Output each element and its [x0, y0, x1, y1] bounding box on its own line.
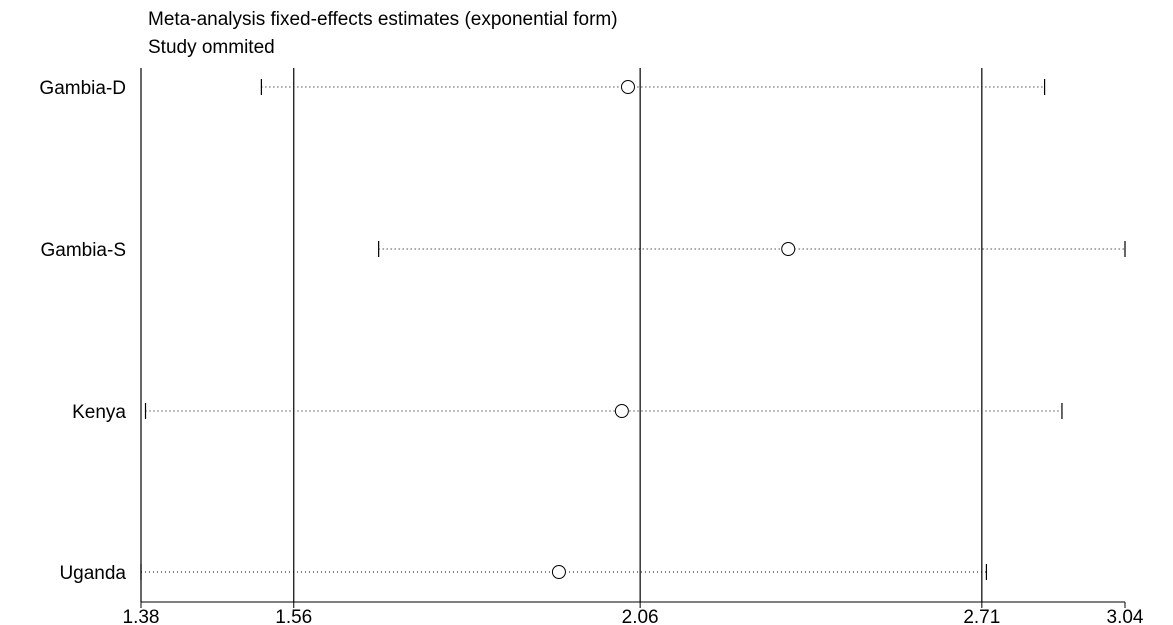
- study-row: Uganda: [59, 563, 988, 584]
- study-row: Gambia-D: [39, 78, 1046, 99]
- reference-lines: [293, 68, 983, 602]
- x-tick-label: 1.38: [123, 607, 160, 625]
- x-tick-label: 2.71: [963, 607, 1000, 625]
- study-label: Kenya: [72, 402, 126, 423]
- x-axis: [140, 68, 1125, 603]
- study-label: Gambia-D: [39, 78, 126, 99]
- study-label: Gambia-S: [40, 240, 126, 261]
- point-estimate: [781, 242, 796, 256]
- chart-subtitle: Study ommited: [148, 37, 275, 58]
- study-label: Uganda: [59, 563, 126, 584]
- point-estimate: [551, 565, 566, 579]
- x-tick-label: 1.56: [275, 607, 312, 625]
- study-rows: Gambia-D Gambia-S Kenya Uganda: [39, 78, 1126, 584]
- study-row: Gambia-S: [40, 240, 1126, 261]
- x-tick-label: 3.04: [1107, 607, 1144, 625]
- study-row: Kenya: [72, 402, 1063, 423]
- x-tick-label: 2.06: [622, 607, 659, 625]
- x-tick-labels: 1.38 1.56 2.06 2.71 3.04: [123, 602, 1144, 625]
- point-estimate: [614, 404, 629, 418]
- point-estimate: [620, 80, 635, 94]
- chart-title: Meta-analysis fixed-effects estimates (e…: [148, 9, 618, 30]
